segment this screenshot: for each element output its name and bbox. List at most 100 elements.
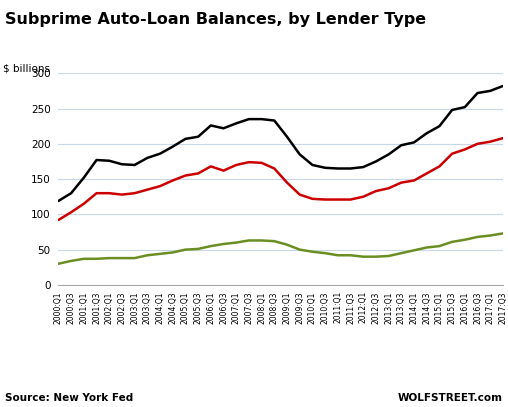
- Finance Companies: [144, 187, 150, 192]
- Finance Companies: [373, 188, 379, 193]
- Banks: [487, 233, 493, 238]
- Finance Companies: [347, 197, 354, 202]
- Banks: [195, 247, 201, 252]
- Finance Companies: [436, 164, 442, 169]
- Finance Companies: [132, 191, 138, 196]
- Total subprime: [449, 107, 455, 112]
- Total subprime: [386, 152, 392, 157]
- Finance Companies: [462, 147, 468, 152]
- Total subprime: [55, 199, 61, 204]
- Banks: [220, 241, 227, 246]
- Finance Companies: [259, 160, 265, 165]
- Total subprime: [132, 162, 138, 167]
- Finance Companies: [398, 180, 404, 185]
- Text: WOLFSTREET.com: WOLFSTREET.com: [398, 393, 503, 403]
- Finance Companies: [309, 197, 315, 201]
- Finance Companies: [55, 218, 61, 223]
- Total subprime: [259, 117, 265, 122]
- Banks: [449, 239, 455, 244]
- Banks: [106, 256, 112, 260]
- Total subprime: [68, 191, 74, 196]
- Finance Companies: [119, 192, 125, 197]
- Total subprime: [335, 166, 341, 171]
- Total subprime: [81, 175, 87, 180]
- Total subprime: [309, 162, 315, 167]
- Banks: [360, 254, 366, 259]
- Banks: [93, 256, 100, 261]
- Finance Companies: [411, 178, 417, 183]
- Finance Companies: [474, 141, 481, 146]
- Banks: [182, 247, 188, 252]
- Total subprime: [347, 166, 354, 171]
- Finance Companies: [487, 139, 493, 144]
- Finance Companies: [220, 168, 227, 173]
- Banks: [322, 251, 328, 256]
- Finance Companies: [424, 171, 430, 176]
- Banks: [170, 250, 176, 255]
- Banks: [373, 254, 379, 259]
- Text: Subprime Auto-Loan Balances, by Lender Type: Subprime Auto-Loan Balances, by Lender T…: [5, 12, 426, 27]
- Total subprime: [195, 134, 201, 139]
- Finance Companies: [449, 151, 455, 156]
- Text: Source: New York Fed: Source: New York Fed: [5, 393, 133, 403]
- Banks: [81, 256, 87, 261]
- Finance Companies: [106, 191, 112, 196]
- Total subprime: [106, 158, 112, 163]
- Finance Companies: [68, 210, 74, 214]
- Total subprime: [182, 136, 188, 141]
- Total subprime: [246, 117, 252, 122]
- Total subprime: [398, 143, 404, 148]
- Banks: [297, 247, 303, 252]
- Total subprime: [93, 158, 100, 162]
- Total subprime: [220, 126, 227, 131]
- Finance Companies: [500, 136, 506, 140]
- Total subprime: [119, 162, 125, 167]
- Finance Companies: [360, 194, 366, 199]
- Finance Companies: [93, 191, 100, 196]
- Finance Companies: [233, 162, 239, 167]
- Total subprime: [297, 152, 303, 157]
- Finance Companies: [182, 173, 188, 178]
- Total subprime: [208, 123, 214, 128]
- Banks: [132, 256, 138, 260]
- Total subprime: [322, 165, 328, 170]
- Total subprime: [411, 140, 417, 145]
- Banks: [246, 238, 252, 243]
- Line: Total subprime: Total subprime: [58, 86, 503, 201]
- Banks: [386, 254, 392, 258]
- Banks: [157, 252, 163, 256]
- Line: Finance Companies: Finance Companies: [58, 138, 503, 220]
- Total subprime: [144, 155, 150, 160]
- Banks: [271, 239, 277, 244]
- Total subprime: [233, 121, 239, 126]
- Banks: [411, 248, 417, 253]
- Banks: [208, 244, 214, 249]
- Total subprime: [436, 124, 442, 129]
- Banks: [233, 240, 239, 245]
- Banks: [474, 234, 481, 239]
- Finance Companies: [195, 171, 201, 176]
- Total subprime: [170, 144, 176, 149]
- Banks: [119, 256, 125, 260]
- Finance Companies: [81, 201, 87, 206]
- Finance Companies: [170, 178, 176, 183]
- Total subprime: [157, 151, 163, 156]
- Text: $ billions: $ billions: [3, 63, 50, 73]
- Banks: [462, 237, 468, 242]
- Finance Companies: [246, 160, 252, 164]
- Total subprime: [487, 88, 493, 93]
- Finance Companies: [284, 180, 290, 185]
- Total subprime: [500, 83, 506, 88]
- Total subprime: [271, 118, 277, 123]
- Finance Companies: [386, 186, 392, 191]
- Banks: [398, 251, 404, 256]
- Finance Companies: [297, 192, 303, 197]
- Banks: [309, 249, 315, 254]
- Banks: [55, 261, 61, 266]
- Total subprime: [360, 165, 366, 170]
- Total subprime: [373, 159, 379, 164]
- Line: Banks: Banks: [58, 233, 503, 264]
- Banks: [335, 253, 341, 258]
- Finance Companies: [322, 197, 328, 202]
- Banks: [424, 245, 430, 250]
